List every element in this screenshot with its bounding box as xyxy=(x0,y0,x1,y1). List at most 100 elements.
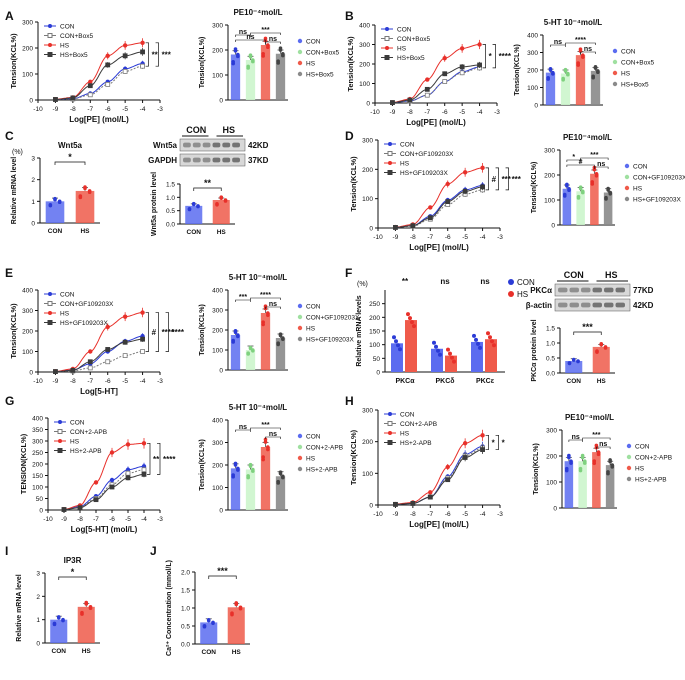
panel-G-bar-legend-marker xyxy=(297,433,303,439)
panel-D-x-tick-label: -7 xyxy=(427,234,433,241)
panel-F-bar-dot xyxy=(434,344,438,349)
panel-H-bar-y-tick-label: 100 xyxy=(546,480,557,487)
panel-E-series-line-HS xyxy=(55,312,143,372)
panel-B-point-HS xyxy=(425,77,430,82)
panel-B-x-tick-label: -10 xyxy=(370,109,380,116)
panel-A-legend-marker xyxy=(48,43,52,47)
panel-A-x-tick-label: -10 xyxy=(33,106,43,113)
panel-A-point-HS+Box5 xyxy=(87,83,93,89)
panel-D-point-HS+GF109203X xyxy=(393,225,398,230)
panel-E-bar-dot xyxy=(231,338,235,343)
panel-B-bar-dot xyxy=(563,67,568,72)
panel-E-bar-dot xyxy=(236,333,240,337)
panel-G-x-tick-label: -4 xyxy=(141,516,147,523)
panel-J-bar-dot xyxy=(202,624,207,628)
panel-H-bar-dot xyxy=(580,453,585,458)
panel-F-bar-y-label: Relative mRNA levels xyxy=(356,295,363,366)
panel-F-bar-dot xyxy=(452,359,456,364)
panel-C-bar-dot xyxy=(219,195,224,199)
panel-H-bar-HS+2-APB xyxy=(605,465,615,508)
panel-D-bar-y-label: Tension(KCL%) xyxy=(531,162,538,214)
panel-G-bar-dot xyxy=(266,447,270,452)
panel-C-blot-band xyxy=(183,142,191,148)
panel-J-bar-y-tick-label: 0.0 xyxy=(181,642,190,649)
panel-A-legend-marker xyxy=(47,33,53,38)
panel-C-blot-band xyxy=(232,157,240,163)
panel-C-bar-unit: (%) xyxy=(12,149,23,156)
panel-F-blot-band xyxy=(581,302,591,308)
panel-G-point-CON+2-APB xyxy=(125,470,131,476)
panel-B-bar-y-tick-label: 200 xyxy=(527,68,538,75)
panel-H-bar-legend-marker xyxy=(626,454,632,460)
panel-A-bar-dot xyxy=(276,59,280,63)
panel-D-bar-dot xyxy=(594,171,599,176)
panel-G-bar-dot xyxy=(281,474,285,479)
panel-G-bar-y-tick-label: 0 xyxy=(219,508,223,515)
panel-E-bar-dot xyxy=(266,311,270,315)
panel-F-bar-sig-label: ns xyxy=(480,277,490,286)
panel-H-x-tick-label: -5 xyxy=(462,511,468,518)
panel-D-sig-label: # xyxy=(492,175,497,184)
panel-D-bar-y-tick-label: 100 xyxy=(544,198,555,205)
panel-G-bar-y-label: Tension(KCL%) xyxy=(199,439,206,491)
panel-C-bar-category-label: HS xyxy=(80,228,90,235)
panel-B-bar-dot xyxy=(581,53,585,57)
panel-G-bar-HS+2-APB xyxy=(275,476,286,510)
panel-D-y-tick-label: 0 xyxy=(369,226,373,233)
panel-E-bar-CON+GF109203X xyxy=(245,350,256,370)
panel-B-x-tick-label: -7 xyxy=(424,109,430,116)
panel-E-sig-label: **** xyxy=(172,328,185,337)
panel-A-bar-y-label: Tension(KCL%) xyxy=(199,37,206,89)
panel-G-legend-marker xyxy=(58,439,62,443)
panel-D-y-tick-label: 100 xyxy=(362,196,373,203)
panel-C-bar-sig-bracket xyxy=(193,187,222,191)
panel-A-point-HS+Box5 xyxy=(122,53,128,59)
panel-D-bar-y-tick-label: 300 xyxy=(544,148,555,155)
panel-E-sig-label: # xyxy=(152,328,157,337)
panel-H-y-label: Tension(KCL%) xyxy=(349,429,358,485)
panel-F-bar-sig-bracket xyxy=(573,331,602,335)
panel-A-bar-dot xyxy=(231,59,235,64)
panel-A-x-tick-label: -9 xyxy=(53,106,59,113)
panel-D-bar-legend-marker xyxy=(624,163,630,169)
panel-B-bar-sig-bracket xyxy=(580,51,596,54)
panel-C-blot-band xyxy=(183,157,191,163)
panel-D-sig-label: *** xyxy=(502,175,512,184)
panel-H-bar-legend-label: CON+2-APB xyxy=(635,455,672,462)
panel-C-bar-y-tick-label: 0 xyxy=(31,221,35,228)
panel-B-legend-marker xyxy=(385,27,389,31)
panel-B-bar-sig-label: ns xyxy=(554,39,562,46)
panel-D-legend-label: HS xyxy=(400,161,410,168)
panel-F-bar-dot xyxy=(599,341,604,346)
panel-B-bar-y-tick-label: 100 xyxy=(527,85,538,92)
panel-D-point-HS+GF109203X xyxy=(427,215,433,221)
panel-I-bar-title: IP3R xyxy=(64,556,82,565)
panel-G-bar-y-tick-label: 100 xyxy=(212,485,223,492)
panel-B-point-HS xyxy=(459,46,465,51)
panel-G-bar-legend-label: HS+2-APB xyxy=(306,467,338,474)
panel-I-bar-dot xyxy=(88,605,93,609)
panel-E-legend-label: CON xyxy=(60,292,75,299)
panel-A-x-tick-label: -8 xyxy=(70,106,76,113)
panel-I-bar-dot xyxy=(61,617,65,622)
panel-J-bar-dot xyxy=(238,605,243,610)
panel-H-y-tick-label: 100 xyxy=(362,471,373,478)
panel-A-bar-sig-label: ns xyxy=(269,36,277,43)
panel-I-bar-category-label: CON xyxy=(52,648,67,655)
panel-J-bar-y-tick-label: 1.0 xyxy=(181,606,190,613)
panel-E-legend-marker xyxy=(48,292,52,296)
panel-C-blot-band xyxy=(222,157,231,163)
panel-A-point-CON+Box5 xyxy=(105,82,111,87)
panel-E-legend-marker xyxy=(47,301,53,306)
panel-C-bar-y-label: Relative mRNA level xyxy=(11,157,18,224)
panel-F-bar-sig-label: *** xyxy=(582,322,593,332)
panel-D-bar-dot xyxy=(576,194,581,199)
panel-D-y-tick-label: 300 xyxy=(362,138,373,145)
panel-H-bar-sig-label: *** xyxy=(592,432,600,439)
panel-J-bar-category-label: HS xyxy=(232,649,242,656)
panel-H-bar-CON+2-APB xyxy=(578,461,587,508)
panel-B-point-HS xyxy=(442,55,447,61)
panel-H-point-HS xyxy=(480,433,485,438)
panel-B-y-label: Tension(KCL%) xyxy=(346,36,355,92)
panel-letter-J: J xyxy=(150,544,157,558)
